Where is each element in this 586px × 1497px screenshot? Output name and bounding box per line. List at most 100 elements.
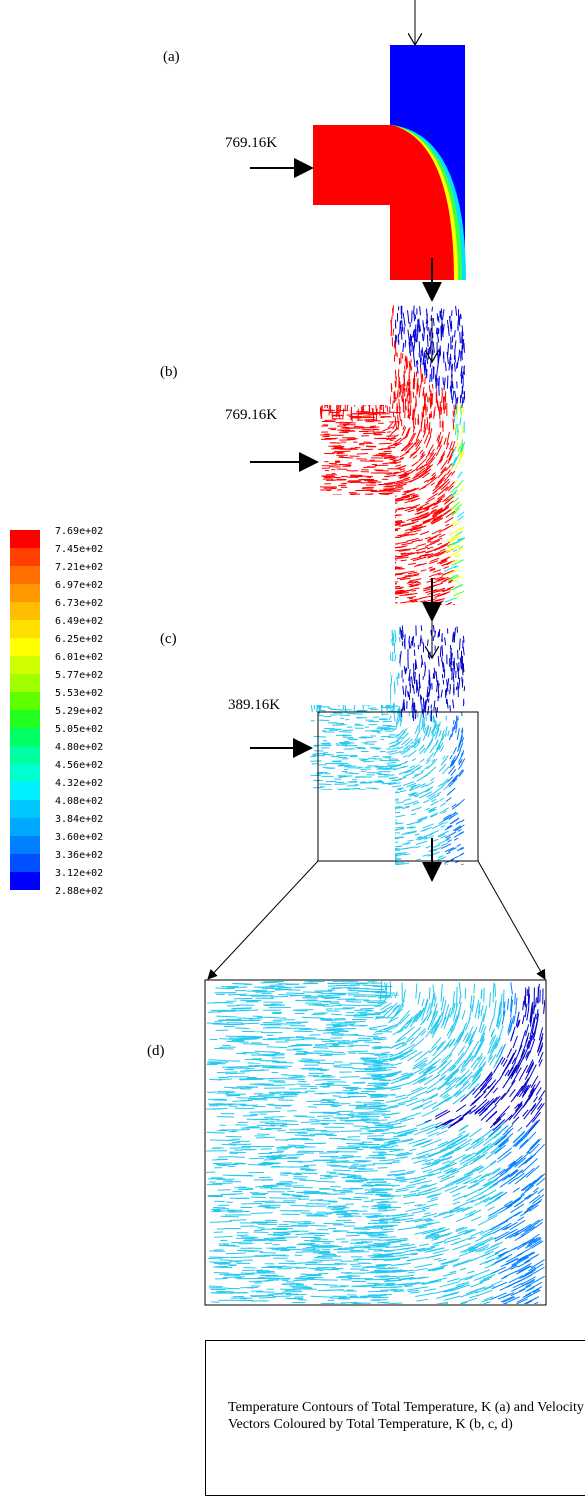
vector [334,356,335,368]
vector [318,1200,337,1201]
vector [395,815,405,816]
vector [536,1087,541,1095]
vector [325,325,326,333]
vector [320,698,321,710]
vector [458,1131,465,1135]
vector [326,1020,347,1021]
vector [456,1053,465,1064]
vector [339,678,340,682]
vector [333,1123,354,1124]
vector [327,343,328,351]
panel-label: (b) [160,364,178,380]
vector [339,345,340,358]
vector [354,584,365,585]
vector [427,691,428,698]
vector [436,672,437,682]
vector [405,366,406,373]
vector [226,1253,246,1254]
vector [416,547,428,551]
vector [362,306,363,312]
vector [457,728,459,740]
vector [395,529,401,530]
vector [455,721,456,729]
vector [334,345,335,352]
vector [430,745,435,753]
vector [389,839,398,840]
vector [369,573,382,574]
vector [339,424,350,425]
vector [317,689,318,697]
vector [401,327,402,340]
vector [380,388,381,393]
vector [396,802,404,803]
vector [365,679,366,690]
vector [360,570,371,571]
vector [420,366,421,378]
vector [452,1165,468,1173]
vector [434,668,435,673]
vector [341,384,342,397]
vector [469,1128,482,1137]
vector [379,1160,395,1161]
vector [335,352,336,358]
vector [383,680,384,687]
vector [512,1117,519,1124]
vector [347,399,348,408]
vector [420,306,421,315]
vector-field [206,981,545,1314]
vector [300,1086,317,1087]
vector [380,372,381,383]
vector [493,1088,498,1093]
vector [330,337,331,343]
vector [315,653,316,657]
vector [306,1130,327,1131]
vector [210,1221,232,1222]
vector [453,549,457,551]
vector [445,501,453,508]
vector [432,506,438,509]
vector [438,683,439,688]
vector [391,1123,402,1125]
vector [459,982,461,997]
vector [429,739,433,746]
vector [448,326,449,336]
vector [380,559,392,560]
vector [388,380,389,385]
vector [385,475,396,476]
vector [343,678,344,686]
vector [423,1170,432,1173]
vector [335,567,349,568]
vector [386,1113,400,1115]
vector [285,1186,304,1187]
vector [284,1195,301,1196]
vector [431,830,439,834]
vector [336,341,338,354]
vector [444,404,445,414]
vector [319,1153,338,1154]
vector [392,558,402,559]
vector [356,1171,378,1172]
vector [385,633,386,640]
vector [438,316,439,322]
vector [433,625,434,632]
vector [375,369,376,377]
vector [436,445,441,456]
vector [474,1251,494,1259]
vector [427,397,428,402]
vector [354,688,355,696]
vector [396,1275,414,1277]
vector [310,637,311,648]
vector [322,324,323,337]
vector [401,560,407,561]
vector [370,335,371,340]
vector [389,754,395,755]
vector [364,1104,385,1105]
vector [394,547,405,548]
vector [412,1106,424,1110]
vector [448,605,455,607]
vector [360,1296,380,1297]
vector [452,335,453,342]
vector [385,544,398,545]
vector [405,843,410,844]
vector [456,750,461,759]
